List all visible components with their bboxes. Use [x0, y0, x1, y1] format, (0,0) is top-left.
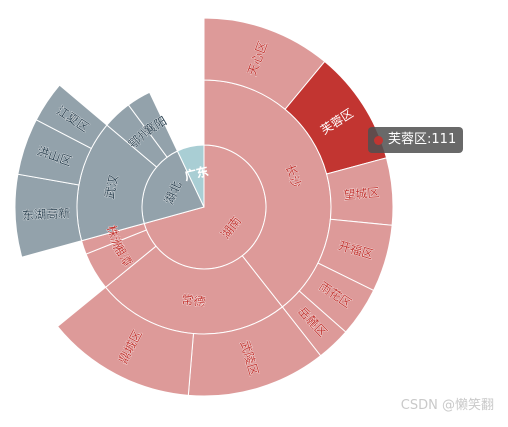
label-望城区: 望城区: [343, 185, 380, 202]
sunburst-sectors: [14, 17, 394, 397]
tooltip: 芙蓉区 : 111: [368, 127, 464, 153]
watermark: CSDN @懒笑翻: [400, 398, 494, 413]
label-广东: 广东: [183, 164, 210, 183]
label-常德: 常德: [181, 292, 207, 310]
tooltip-color-dot: [374, 135, 383, 145]
tooltip-value: 111: [431, 132, 457, 147]
label-东湖高新: 东湖高新: [22, 205, 71, 222]
sector-广东[interactable]: [176, 144, 205, 208]
tooltip-name: 芙蓉区: [388, 132, 428, 147]
tooltip-separator: :: [427, 132, 432, 147]
label-武汉: 武汉: [102, 174, 121, 200]
sector-鼎城区[interactable]: [56, 286, 194, 396]
